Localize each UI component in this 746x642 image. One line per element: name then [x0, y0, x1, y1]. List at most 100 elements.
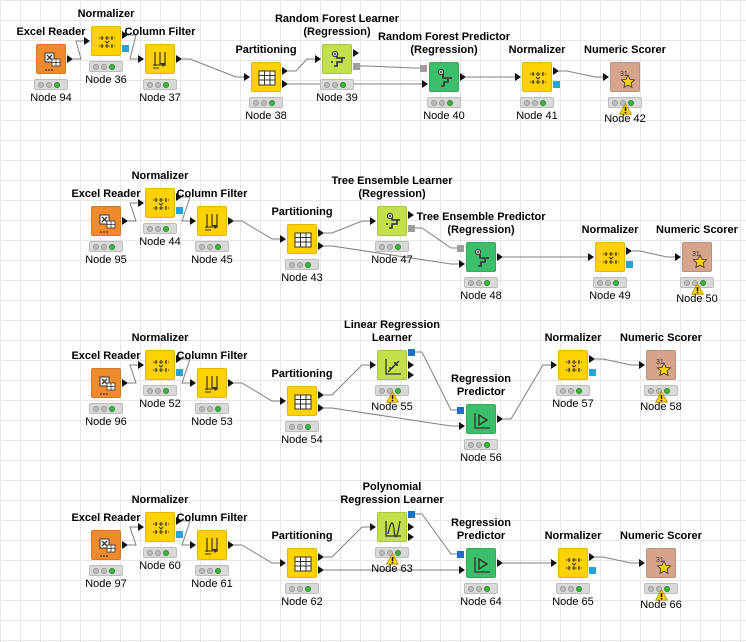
output-port[interactable] — [122, 31, 128, 39]
reader-node-body[interactable] — [91, 206, 121, 236]
input-port[interactable] — [280, 397, 286, 405]
node-manipulator[interactable] — [280, 222, 324, 270]
connection-wire[interactable] — [414, 351, 459, 411]
node-reader[interactable] — [89, 528, 128, 576]
input-port[interactable] — [280, 559, 286, 567]
predictor-node-body[interactable] — [466, 404, 496, 434]
output-port[interactable] — [408, 371, 414, 379]
manipulator-node-body[interactable] — [287, 386, 317, 416]
connection-wire[interactable] — [632, 250, 675, 258]
connection-wire[interactable] — [128, 202, 138, 222]
manipulator-node-body[interactable] — [595, 242, 625, 272]
model-output-port[interactable] — [626, 261, 633, 268]
node-predictor[interactable] — [457, 240, 503, 288]
connection-wire[interactable] — [128, 34, 138, 60]
predictor-node-body[interactable] — [429, 62, 459, 92]
connection-wire[interactable] — [324, 220, 370, 234]
input-port[interactable] — [459, 260, 465, 268]
input-port[interactable] — [515, 73, 521, 81]
input-port[interactable] — [138, 361, 144, 369]
output-port[interactable] — [176, 193, 182, 201]
output-port[interactable] — [282, 80, 288, 88]
output-port[interactable] — [318, 404, 324, 412]
input-port[interactable] — [459, 422, 465, 430]
reader-node-body[interactable] — [36, 44, 66, 74]
learner-node-body[interactable] — [377, 512, 407, 542]
node-manipulator[interactable] — [190, 528, 234, 576]
manipulator-node-body[interactable] — [251, 62, 281, 92]
connection-wire[interactable] — [128, 526, 138, 546]
model-input-port[interactable] — [457, 551, 464, 558]
connection-wire[interactable] — [182, 58, 244, 78]
output-port[interactable] — [408, 533, 414, 541]
output-port[interactable] — [318, 229, 324, 237]
connection-wire[interactable] — [181, 520, 191, 546]
node-reader[interactable] — [89, 204, 128, 252]
output-port[interactable] — [228, 379, 234, 387]
node-manipulator[interactable] — [588, 240, 633, 288]
model-output-port[interactable] — [553, 81, 560, 88]
input-port[interactable] — [190, 379, 196, 387]
output-port[interactable] — [408, 361, 414, 369]
connection-wire[interactable] — [288, 58, 315, 72]
output-port[interactable] — [353, 49, 359, 57]
node-manipulator[interactable] — [515, 60, 560, 108]
input-port[interactable] — [551, 361, 557, 369]
reader-node-body[interactable] — [91, 368, 121, 398]
node-manipulator[interactable] — [280, 384, 324, 432]
input-port[interactable] — [190, 541, 196, 549]
output-port[interactable] — [318, 553, 324, 561]
connection-wire[interactable] — [359, 65, 422, 69]
predictor-node-body[interactable] — [466, 548, 496, 578]
output-port[interactable] — [318, 566, 324, 574]
node-predictor[interactable] — [420, 60, 466, 108]
connection-wire[interactable] — [595, 358, 639, 366]
manipulator-node-body[interactable] — [522, 62, 552, 92]
scorer-node-body[interactable]: 31 — [646, 350, 676, 380]
connection-wire[interactable] — [503, 364, 551, 420]
node-manipulator[interactable] — [244, 60, 288, 108]
input-port[interactable] — [639, 559, 645, 567]
output-port[interactable] — [176, 517, 182, 525]
model-output-port[interactable] — [176, 207, 183, 214]
manipulator-node-body[interactable] — [91, 26, 121, 56]
manipulator-node-body[interactable] — [145, 350, 175, 380]
output-port[interactable] — [282, 67, 288, 75]
node-learner[interactable] — [370, 348, 415, 403]
model-input-port[interactable] — [420, 65, 427, 72]
node-manipulator[interactable] — [138, 186, 183, 234]
scorer-node-body[interactable]: 31 — [610, 62, 640, 92]
input-port[interactable] — [422, 80, 428, 88]
connection-wire[interactable] — [324, 407, 459, 427]
connection-wire[interactable] — [128, 364, 138, 384]
connection-wire[interactable] — [234, 382, 280, 402]
model-output-port[interactable] — [408, 511, 415, 518]
input-port[interactable] — [588, 253, 594, 261]
node-manipulator[interactable] — [190, 204, 234, 252]
input-port[interactable] — [675, 253, 681, 261]
output-port[interactable] — [589, 553, 595, 561]
node-scorer[interactable]: 31 — [603, 60, 642, 115]
output-port[interactable] — [626, 247, 632, 255]
node-reader[interactable] — [89, 366, 128, 414]
input-port[interactable] — [244, 73, 250, 81]
node-learner[interactable] — [370, 204, 415, 252]
manipulator-node-body[interactable] — [145, 44, 175, 74]
output-port[interactable] — [589, 355, 595, 363]
manipulator-node-body[interactable] — [197, 206, 227, 236]
input-port[interactable] — [138, 199, 144, 207]
connection-wire[interactable] — [234, 220, 280, 240]
node-scorer[interactable]: 31 — [675, 240, 714, 295]
learner-node-body[interactable] — [322, 44, 352, 74]
output-port[interactable] — [228, 217, 234, 225]
reader-node-body[interactable] — [91, 530, 121, 560]
node-manipulator[interactable] — [138, 510, 183, 558]
input-port[interactable] — [138, 523, 144, 531]
scorer-node-body[interactable]: 31 — [682, 242, 712, 272]
output-port[interactable] — [122, 379, 128, 387]
connection-wire[interactable] — [414, 227, 459, 249]
manipulator-node-body[interactable] — [145, 188, 175, 218]
manipulator-node-body[interactable] — [287, 548, 317, 578]
output-port[interactable] — [122, 217, 128, 225]
node-predictor[interactable] — [457, 402, 503, 450]
